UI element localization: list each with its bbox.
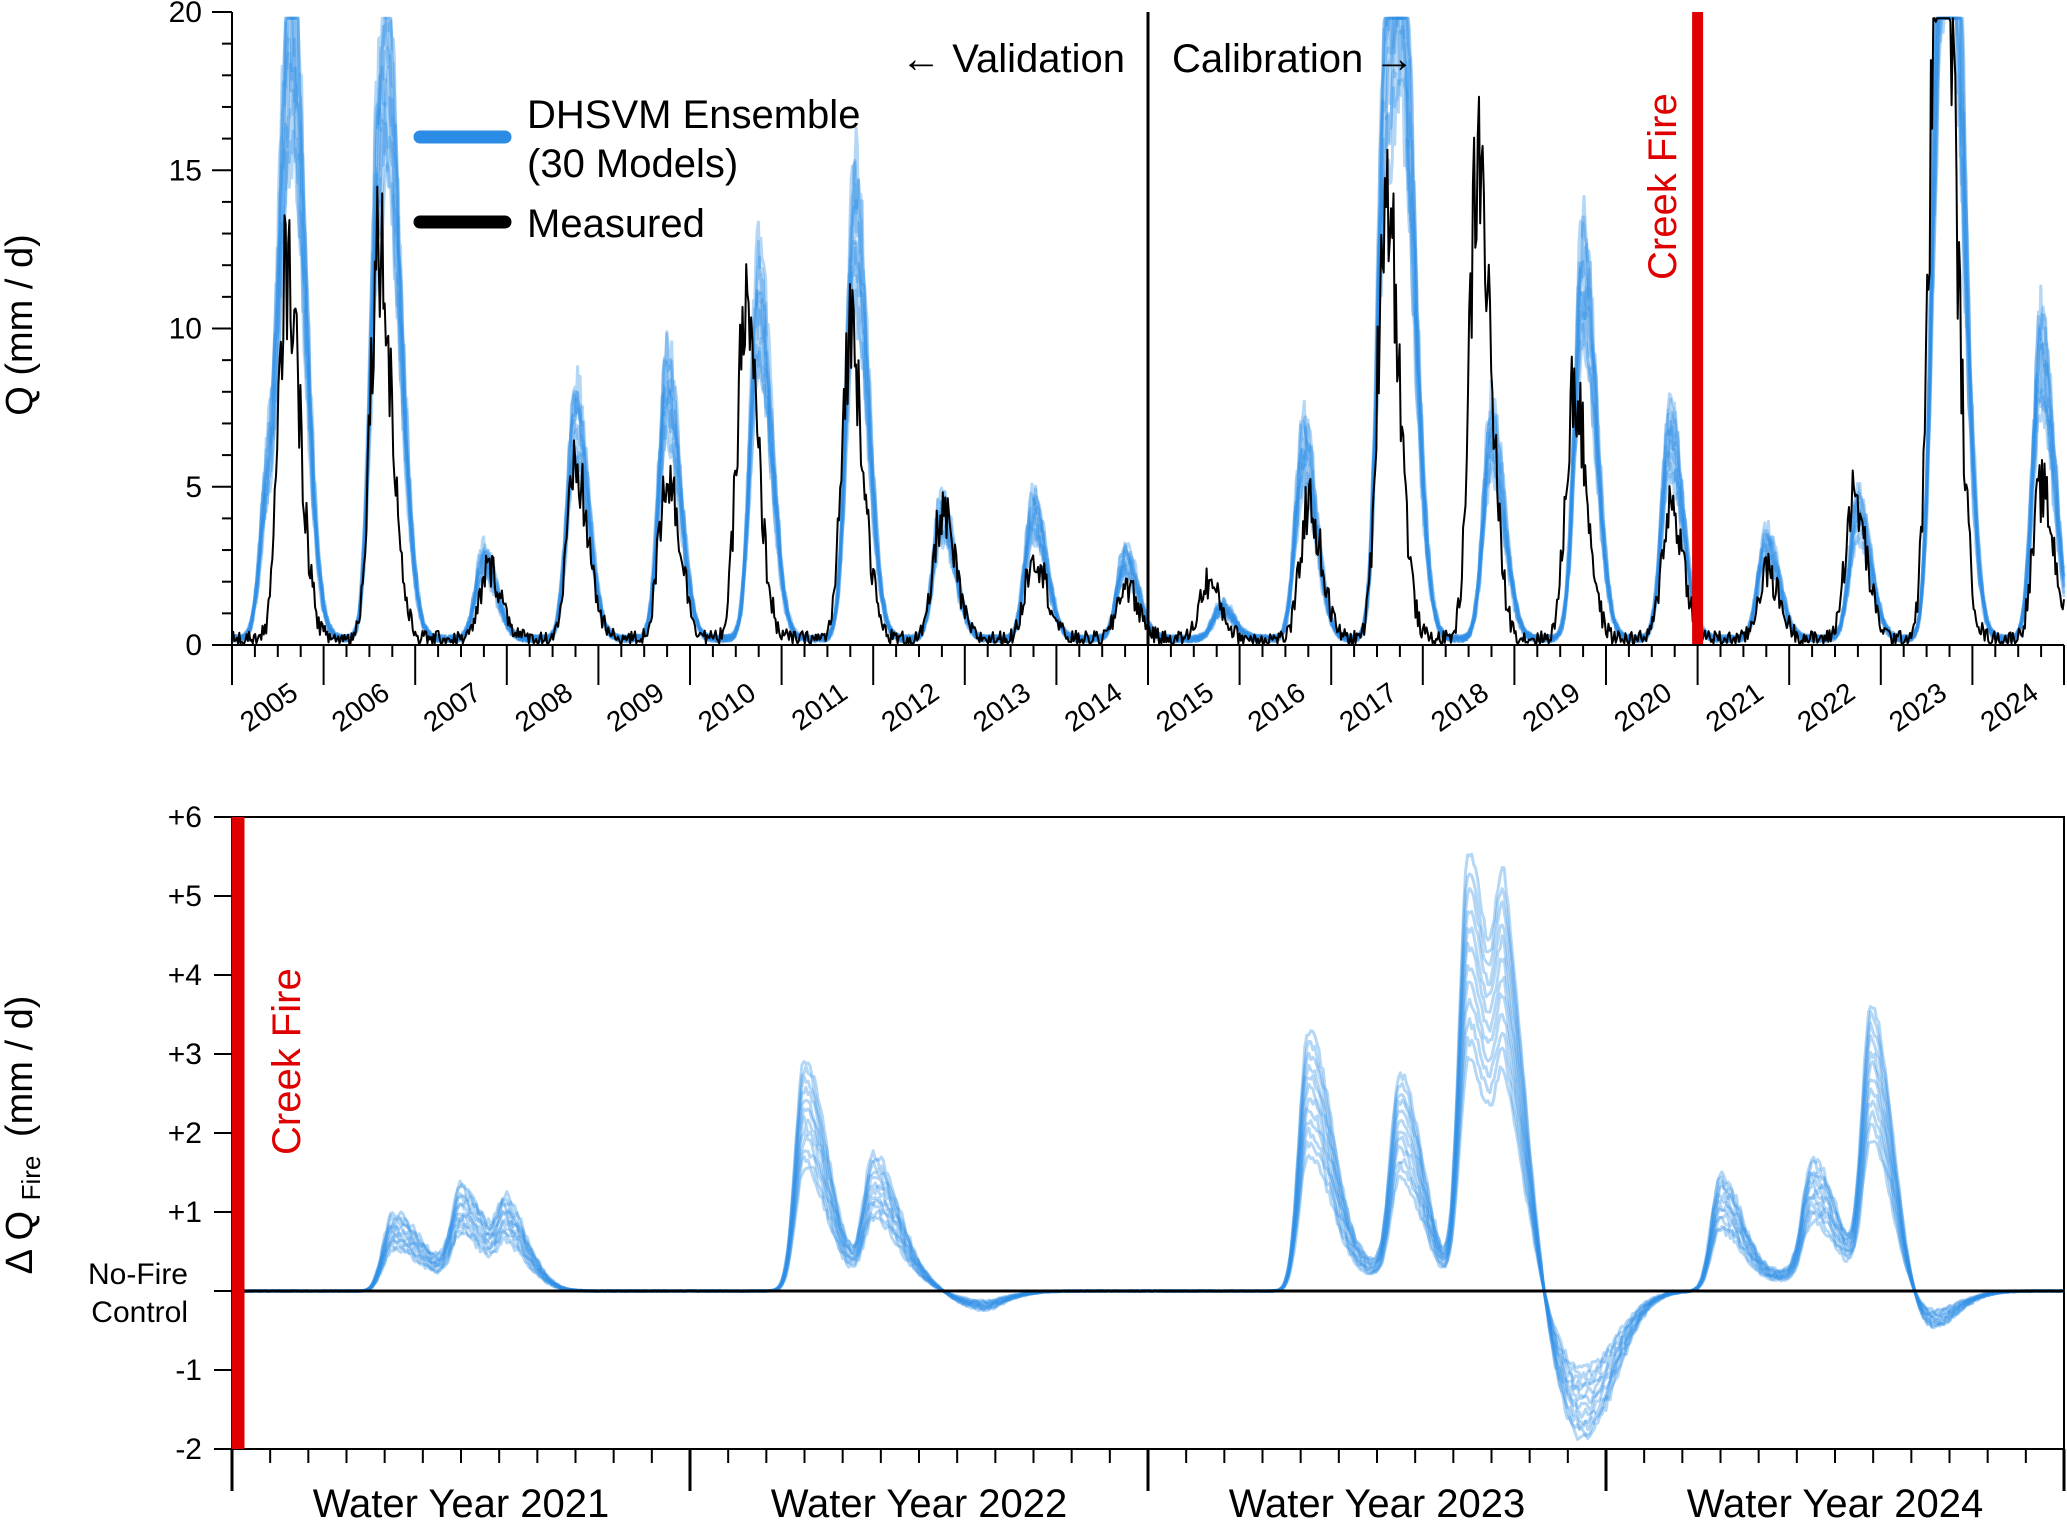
top-x-tick-label: 2020 xyxy=(1608,677,1677,738)
bottom-y-tick-label: +5 xyxy=(168,880,202,913)
top-x-tick-label: 2024 xyxy=(1975,677,2044,738)
bottom-ylabel-unit: (mm / d) xyxy=(0,996,41,1137)
bottom-x-tick-label: Water Year 2021 xyxy=(313,1482,610,1526)
top-x-tick-label: 2021 xyxy=(1700,677,1769,738)
delta-ensemble-member-line xyxy=(231,852,2065,1441)
bottom-ylabel-main: Δ Q xyxy=(0,1211,41,1274)
calibration-label: Calibration → xyxy=(1172,37,1414,81)
top-y-axis-label: Q (mm / d) xyxy=(0,234,41,416)
top-x-tick-label: 2022 xyxy=(1792,677,1861,738)
bottom-ylabel-sub: Fire xyxy=(16,1156,46,1201)
bottom-y-tick-label: +6 xyxy=(168,801,202,834)
top-y-tick-label: 0 xyxy=(185,629,202,662)
bottom-x-tick-label: Water Year 2022 xyxy=(771,1482,1068,1526)
creek-fire-label-top: Creek Fire xyxy=(1641,93,1685,280)
top-x-tick-label: 2008 xyxy=(509,677,578,738)
top-x-tick-label: 2006 xyxy=(326,677,395,738)
creek-fire-label-bottom: Creek Fire xyxy=(265,968,309,1155)
top-x-tick-label: 2007 xyxy=(418,677,487,738)
top-x-tick-label: 2016 xyxy=(1242,677,1311,738)
top-y-tick-label: 10 xyxy=(169,313,202,346)
bottom-x-tick-label: Water Year 2024 xyxy=(1687,1482,1984,1526)
no-fire-label-line1: No-Fire xyxy=(88,1258,188,1291)
top-x-tick-label: 2013 xyxy=(967,677,1036,738)
legend-label-measured: Measured xyxy=(527,202,705,246)
legend-label-ensemble-models: (30 Models) xyxy=(527,142,738,186)
top-x-tick-label: 2019 xyxy=(1517,677,1586,738)
bottom-y-tick-label: +1 xyxy=(168,1196,202,1229)
delta-ensemble-member-line xyxy=(231,941,2065,1411)
bottom-x-tick-label: Water Year 2023 xyxy=(1229,1482,1526,1526)
ensemble-series-bottom xyxy=(231,852,2065,1441)
top-x-tick-label: 2023 xyxy=(1883,677,1952,738)
top-y-tick-label: 20 xyxy=(169,0,202,29)
delta-ensemble-member-line xyxy=(232,910,2065,1426)
validation-label: ← Validation xyxy=(901,37,1125,81)
bottom-y-tick-label: -2 xyxy=(175,1433,202,1466)
top-x-tick-label: 2017 xyxy=(1334,677,1403,738)
delta-ensemble-member-line xyxy=(231,926,2065,1419)
top-x-tick-label: 2011 xyxy=(786,677,853,737)
top-x-tick-label: 2018 xyxy=(1425,677,1494,738)
legend: DHSVM Ensemble (30 Models) Measured xyxy=(413,93,860,246)
bottom-plot-frame xyxy=(231,816,2065,1450)
top-x-tick-label: 2010 xyxy=(692,677,761,738)
bottom-y-axis-label: Δ Q Fire (mm / d) xyxy=(0,996,49,1275)
bottom-panel: -2 -1 +1 +2 +3 +4 +5 +6 Water Year 2021 Water Yea… xyxy=(0,801,2066,1526)
top-panel: 0 5 10 15 20 2005 2006 2007 2008 2009 2010 2011 2012… xyxy=(0,0,2066,738)
bottom-y-tick-label: +2 xyxy=(168,1117,202,1150)
top-y-tick-label: 5 xyxy=(185,471,202,504)
bottom-y-tick-label: +4 xyxy=(168,959,202,992)
delta-ensemble-member-line xyxy=(231,964,2065,1405)
bottom-y-tick-label: -1 xyxy=(175,1354,202,1387)
svg-text:Δ Q Fire (mm /: Δ Q Fire (mm / d) xyxy=(0,996,49,1275)
delta-ensemble-member-line xyxy=(232,886,2065,1432)
top-x-tick-label: 2012 xyxy=(876,677,945,738)
top-axes: 0 5 10 15 20 2005 2006 2007 2008 2009 2010 2011 2012… xyxy=(169,0,2065,738)
delta-ensemble-member-line xyxy=(231,872,2065,1438)
top-x-tick-label: 2005 xyxy=(234,677,303,738)
top-x-tick-label: 2015 xyxy=(1150,677,1219,738)
top-x-tick-label: 2009 xyxy=(601,677,670,738)
no-fire-label-line2: Control xyxy=(91,1296,188,1329)
delta-ensemble-member-line xyxy=(231,980,2065,1399)
bottom-axes: -2 -1 +1 +2 +3 +4 +5 +6 Water Year 2021 Water Yea… xyxy=(168,801,2066,1526)
top-y-tick-label: 15 xyxy=(169,154,202,187)
legend-label-ensemble: DHSVM Ensemble xyxy=(527,93,860,137)
bottom-y-tick-label: +3 xyxy=(168,1038,202,1071)
top-x-tick-label: 2014 xyxy=(1059,677,1128,738)
